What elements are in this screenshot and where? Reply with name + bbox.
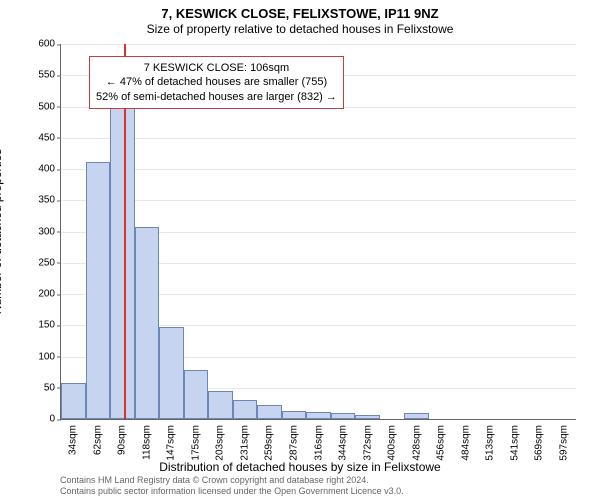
- attribution-line2: Contains public sector information licen…: [60, 486, 404, 497]
- x-tick: 62sqm: [92, 419, 103, 455]
- histogram-bar: [257, 405, 282, 419]
- x-tick: 259sqm: [264, 419, 275, 461]
- histogram-bar: [233, 400, 258, 419]
- y-tick: 550: [38, 70, 61, 81]
- x-tick: 597sqm: [558, 419, 569, 461]
- annotation-line1: 7 KESWICK CLOSE: 106sqm: [96, 61, 337, 75]
- y-tick: 0: [49, 414, 61, 425]
- histogram-bar: [282, 411, 307, 419]
- histogram-bar: [110, 107, 135, 420]
- x-tick: 456sqm: [436, 419, 447, 461]
- attribution-line1: Contains HM Land Registry data © Crown c…: [60, 475, 404, 486]
- grid-line: [61, 169, 576, 170]
- y-tick: 200: [38, 289, 61, 300]
- y-tick: 450: [38, 132, 61, 143]
- attribution: Contains HM Land Registry data © Crown c…: [60, 475, 404, 497]
- y-tick: 50: [44, 382, 61, 393]
- chart-title: 7, KESWICK CLOSE, FELIXSTOWE, IP11 9NZ: [0, 6, 600, 21]
- grid-line: [61, 200, 576, 201]
- y-tick: 600: [38, 39, 61, 50]
- x-tick: 287sqm: [288, 419, 299, 461]
- x-tick: 400sqm: [387, 419, 398, 461]
- x-tick: 175sqm: [190, 419, 201, 461]
- x-tick: 203sqm: [215, 419, 226, 461]
- annotation-line2: ← 47% of detached houses are smaller (75…: [96, 75, 337, 89]
- histogram-bar: [159, 327, 184, 419]
- plot-area: 7 KESWICK CLOSE: 106sqm ← 47% of detache…: [60, 44, 576, 420]
- annotation-line3: 52% of semi-detached houses are larger (…: [96, 90, 337, 104]
- x-tick: 484sqm: [460, 419, 471, 461]
- histogram-bar: [306, 412, 331, 419]
- x-tick: 316sqm: [313, 419, 324, 461]
- x-tick: 372sqm: [362, 419, 373, 461]
- histogram-bar: [208, 391, 233, 419]
- chart-container: 7, KESWICK CLOSE, FELIXSTOWE, IP11 9NZ S…: [0, 0, 600, 500]
- grid-line: [61, 138, 576, 139]
- x-tick: 118sqm: [141, 419, 152, 460]
- chart-subtitle: Size of property relative to detached ho…: [0, 22, 600, 36]
- x-tick: 34sqm: [68, 419, 79, 455]
- y-tick: 100: [38, 351, 61, 362]
- x-tick: 231sqm: [239, 419, 250, 461]
- y-tick: 400: [38, 164, 61, 175]
- x-axis-label: Distribution of detached houses by size …: [0, 460, 600, 474]
- x-tick: 569sqm: [534, 419, 545, 461]
- y-tick: 500: [38, 101, 61, 112]
- annotation-box: 7 KESWICK CLOSE: 106sqm ← 47% of detache…: [89, 56, 344, 109]
- x-tick: 541sqm: [509, 419, 520, 461]
- histogram-bar: [61, 383, 86, 419]
- y-tick: 300: [38, 226, 61, 237]
- y-tick: 150: [38, 320, 61, 331]
- y-axis-label: Number of detached properties: [0, 44, 4, 419]
- x-tick: 428sqm: [411, 419, 422, 461]
- histogram-bar: [184, 370, 209, 419]
- x-tick: 344sqm: [338, 419, 349, 461]
- y-tick: 350: [38, 195, 61, 206]
- grid-line: [61, 44, 576, 45]
- histogram-bar: [86, 162, 111, 420]
- y-tick: 250: [38, 257, 61, 268]
- histogram-bar: [135, 227, 160, 419]
- x-tick: 147sqm: [166, 419, 177, 461]
- x-tick: 513sqm: [485, 419, 496, 461]
- x-tick: 90sqm: [117, 419, 128, 455]
